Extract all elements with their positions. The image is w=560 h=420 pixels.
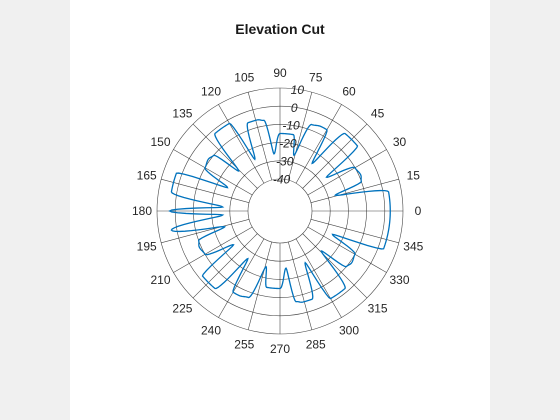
angle-grid-spoke-11 — [161, 178, 250, 204]
angle-grid-spoke-2 — [307, 149, 387, 196]
angle-tick-label-17: 255 — [234, 337, 254, 351]
angle-tick-label-4: 60 — [342, 84, 356, 98]
angle-tick-label-13: 195 — [137, 240, 157, 254]
angle-grid-spoke-21 — [302, 233, 368, 299]
series-layer — [168, 119, 391, 303]
angle-tick-label-11: 165 — [137, 168, 157, 182]
angle-labels: 0 15 30 45 60 75 90 105 120 135 150 165 180 195 210 225… — [132, 66, 424, 356]
angle-tick-label-0: 0 — [415, 204, 422, 218]
angle-tick-label-12: 180 — [132, 204, 152, 218]
angle-grid-spoke-1 — [310, 178, 399, 204]
polar-chart: Elevation Cut -40 -30 -20 -10 0 10 0 15 30 45 60 7… — [132, 21, 424, 356]
angle-tick-label-7: 105 — [234, 71, 254, 85]
angle-tick-label-22: 330 — [389, 273, 409, 287]
r-tick-label-5: 10 — [291, 83, 305, 97]
angle-grid-spoke-15 — [192, 233, 258, 299]
angle-grid-spoke-16 — [218, 238, 265, 318]
angle-grid-spoke-14 — [173, 226, 253, 273]
r-grid-circle-0 — [247, 178, 313, 244]
angle-tick-label-5: 75 — [309, 71, 323, 85]
chart-title: Elevation Cut — [235, 21, 325, 37]
angle-grid-spoke-3 — [302, 123, 368, 189]
r-tick-label-1: -30 — [276, 155, 294, 169]
angle-tick-label-23: 345 — [403, 240, 423, 254]
r-tick-label-4: 0 — [291, 101, 298, 115]
angle-grid-spoke-22 — [307, 226, 387, 273]
r-tick-label-3: -10 — [282, 119, 300, 133]
angle-grid-spoke-9 — [192, 123, 258, 189]
angle-grid-spoke-10 — [173, 149, 253, 196]
angle-grid-spoke-13 — [161, 218, 250, 244]
angle-tick-label-18: 270 — [270, 342, 290, 356]
r-tick-label-2: -20 — [279, 137, 297, 151]
angle-tick-label-14: 210 — [150, 273, 170, 287]
series-line-0 — [168, 119, 391, 303]
angle-tick-label-19: 285 — [306, 337, 326, 351]
angle-grid-spoke-4 — [295, 104, 342, 184]
angle-grid-spoke-17 — [247, 241, 273, 330]
angle-grid-spoke-23 — [310, 218, 399, 244]
r-tick-label-0: -40 — [273, 172, 291, 186]
angle-tick-label-6: 90 — [273, 66, 287, 80]
angle-tick-label-16: 240 — [201, 324, 221, 338]
angle-grid-spoke-5 — [287, 92, 313, 181]
angle-grid-spoke-20 — [295, 238, 342, 318]
angle-grid-spoke-7 — [247, 92, 273, 181]
angle-tick-label-3: 45 — [371, 106, 385, 120]
angle-tick-label-1: 15 — [407, 168, 421, 182]
angle-tick-label-8: 120 — [201, 84, 221, 98]
angle-tick-label-20: 300 — [339, 324, 359, 338]
angle-grid-spoke-19 — [287, 241, 313, 330]
figure: Elevation Cut -40 -30 -20 -10 0 10 0 15 30 45 60 7… — [70, 0, 490, 420]
angle-tick-label-21: 315 — [368, 302, 388, 316]
radial-labels: -40 -30 -20 -10 0 10 — [273, 83, 304, 187]
polar-grid — [156, 87, 404, 335]
angle-tick-label-10: 150 — [150, 135, 170, 149]
angle-tick-label-2: 30 — [393, 135, 407, 149]
angle-tick-label-9: 135 — [172, 106, 192, 120]
angle-tick-label-15: 225 — [172, 302, 192, 316]
angle-grid-spoke-8 — [218, 104, 265, 184]
